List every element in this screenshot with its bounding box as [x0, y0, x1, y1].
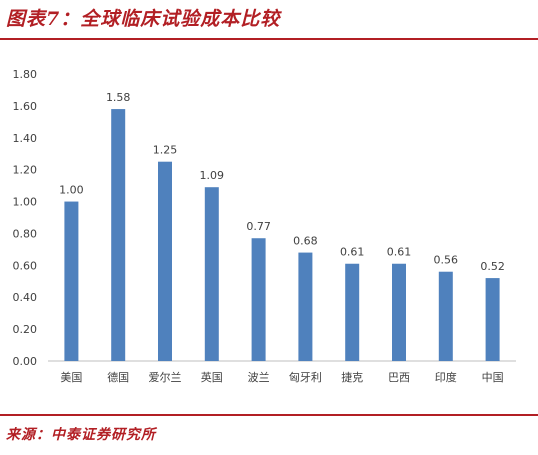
x-tick-label: 美国: [60, 371, 82, 384]
y-tick-label: 1.40: [13, 132, 38, 145]
data-label: 1.25: [153, 144, 178, 157]
x-tick-label: 英国: [201, 370, 223, 384]
source-note: 来源：中泰证券研究所: [6, 427, 156, 443]
title-rule: [0, 38, 538, 40]
bar: [64, 201, 79, 361]
y-tick-label: 0.20: [13, 323, 38, 336]
data-label: 0.52: [480, 260, 505, 273]
x-tick-label: 匈牙利: [289, 370, 322, 384]
y-tick-label: 1.20: [13, 164, 38, 177]
y-tick-label: 0.00: [13, 355, 38, 368]
bar: [158, 161, 172, 361]
x-tick-label: 德国: [107, 370, 129, 384]
y-tick-label: 0.80: [13, 227, 38, 240]
y-tick-label: 1.80: [13, 68, 38, 81]
bar: [298, 252, 313, 361]
x-tick-label: 中国: [482, 371, 504, 384]
bar: [251, 238, 266, 361]
bar: [204, 187, 219, 361]
data-label: 0.68: [293, 235, 318, 248]
x-tick-label: 印度: [435, 370, 457, 384]
data-label: 1.09: [200, 169, 225, 182]
x-tick-label: 爱尔兰: [149, 371, 182, 384]
bar: [345, 263, 360, 361]
y-tick-label: 1.60: [13, 100, 38, 113]
y-tick-label: 0.60: [13, 259, 38, 272]
x-tick-label: 巴西: [388, 371, 410, 384]
data-label: 1.00: [59, 184, 84, 197]
bar: [485, 278, 500, 361]
data-label: 0.77: [246, 220, 271, 233]
bar-chart: 0.00 0.20 0.40 0.60 0.80 1.00 1.20 1.40 1.60 1.80…: [13, 68, 516, 384]
bar: [438, 271, 453, 361]
x-tick-label: 捷克: [341, 370, 363, 384]
data-label: 0.61: [387, 246, 412, 259]
data-label: 0.61: [340, 246, 365, 259]
bar: [392, 263, 406, 361]
data-label: 0.56: [434, 254, 459, 267]
y-tick-label: 0.40: [13, 291, 38, 304]
y-tick-label: 1.00: [13, 196, 38, 209]
bar: [111, 109, 126, 361]
x-tick-label: 波兰: [248, 371, 270, 384]
footer-rule: [0, 414, 538, 416]
data-label: 1.58: [106, 91, 131, 104]
chart-title: 图表7：全球临床试验成本比较: [6, 8, 281, 30]
